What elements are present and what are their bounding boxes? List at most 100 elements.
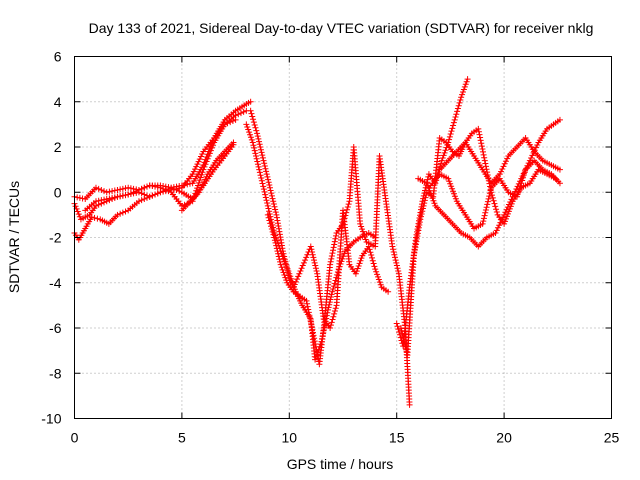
data-point (253, 155, 260, 162)
data-point (307, 243, 314, 250)
data-point (504, 155, 511, 162)
data-point (307, 318, 314, 325)
data-point (502, 218, 509, 225)
data-point (94, 215, 101, 222)
data-point (282, 274, 289, 281)
data-point (397, 325, 404, 331)
data-point (259, 154, 266, 161)
data-point (309, 248, 316, 255)
data-point (456, 99, 463, 106)
data-point (194, 185, 201, 192)
data-point (265, 205, 272, 212)
data-point (308, 246, 315, 253)
data-point (91, 214, 98, 221)
data-point (385, 288, 392, 295)
data-point (157, 182, 164, 189)
data-point (176, 183, 183, 190)
data-point (181, 181, 188, 188)
data-point (271, 203, 278, 210)
data-point (283, 261, 290, 268)
data-point (111, 194, 118, 201)
data-point (400, 335, 407, 342)
data-point (309, 326, 316, 333)
data-point (119, 192, 126, 199)
data-point (406, 401, 413, 408)
series-trace-h (393, 76, 471, 350)
data-point (265, 214, 272, 221)
data-point (331, 241, 338, 248)
data-point (373, 268, 380, 275)
data-point (237, 110, 244, 117)
data-point (303, 297, 310, 304)
data-point (454, 105, 461, 112)
data-point (354, 265, 361, 272)
data-point (391, 254, 398, 261)
data-point (353, 268, 360, 275)
data-point (265, 179, 272, 186)
data-point (278, 264, 285, 271)
data-point (88, 214, 95, 221)
data-point (74, 194, 81, 201)
data-point (298, 265, 305, 272)
data-point (447, 130, 454, 137)
data-point (258, 174, 265, 181)
data-point (499, 165, 506, 172)
data-point (327, 322, 334, 329)
data-point (313, 267, 320, 274)
data-point (330, 283, 337, 290)
data-point (451, 116, 458, 123)
data-point (308, 320, 315, 327)
data-point (458, 94, 465, 101)
data-point (203, 173, 210, 180)
data-point (265, 176, 272, 183)
data-point (245, 126, 252, 133)
data-point (202, 176, 209, 183)
data-point (312, 262, 319, 269)
data-point (258, 177, 265, 184)
data-point (475, 125, 482, 132)
data-point (251, 144, 258, 151)
data-point (502, 209, 509, 216)
y-axis-label: SDTVAR / TECUs (6, 181, 22, 293)
data-point (496, 171, 503, 178)
data-point (556, 116, 563, 123)
data-point (421, 200, 428, 207)
data-point (329, 250, 336, 257)
data-point (249, 113, 256, 120)
data-point (311, 335, 318, 342)
data-point (271, 237, 278, 244)
data-point (204, 151, 211, 158)
data-point (309, 329, 316, 336)
data-point (448, 128, 455, 135)
data-point (308, 323, 315, 330)
y-tick-label: -8 (49, 365, 62, 381)
data-point (101, 188, 108, 195)
data-point (481, 157, 488, 164)
data-point (176, 188, 183, 195)
data-point (261, 188, 268, 195)
data-point (76, 213, 83, 220)
data-point (303, 254, 310, 261)
data-point (459, 89, 466, 96)
data-point (448, 183, 455, 190)
data-point (133, 188, 140, 195)
data-point (254, 130, 261, 137)
data-point (205, 148, 212, 155)
data-point (520, 172, 527, 179)
data-point (332, 232, 339, 239)
data-point (475, 128, 482, 135)
data-point (272, 206, 279, 213)
series-trace-d (82, 98, 254, 214)
data-point (196, 156, 203, 163)
data-point (149, 192, 156, 199)
data-point (251, 121, 258, 128)
data-point (330, 244, 337, 251)
data-point (418, 210, 425, 217)
data-point (272, 209, 279, 216)
data-point (312, 343, 319, 350)
chart-title: Day 133 of 2021, Sidereal Day-to-day VTE… (89, 20, 594, 36)
data-point (420, 202, 427, 209)
data-point (438, 157, 445, 164)
ticks: 0 5 10 15 20 25 -10 -8 -6 -4 -2 0 2 4 6 (41, 49, 619, 446)
x-tick-label: 5 (178, 430, 186, 446)
